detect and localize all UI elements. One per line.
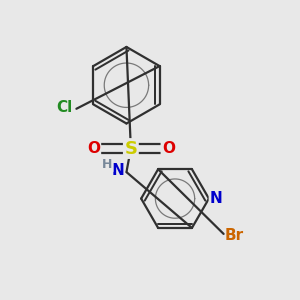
Text: S: S	[124, 140, 137, 158]
Text: N: N	[111, 163, 124, 178]
Text: O: O	[87, 141, 100, 156]
Text: Br: Br	[224, 228, 244, 243]
Text: N: N	[210, 191, 223, 206]
Text: Cl: Cl	[56, 100, 72, 115]
Text: O: O	[162, 141, 175, 156]
Text: H: H	[102, 158, 112, 171]
